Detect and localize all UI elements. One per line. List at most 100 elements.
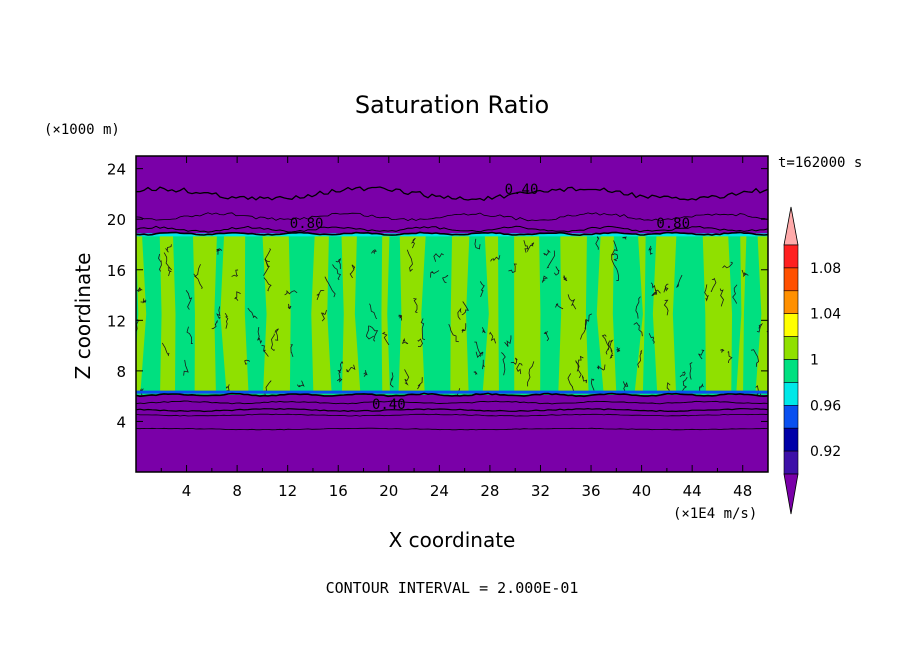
colorbar-segment [783,382,799,406]
contour-lower-2 [136,413,768,417]
noise-contour [320,309,327,322]
y-tick-label: 16 [107,262,126,280]
noise-contour [609,339,614,352]
noise-contour [336,368,343,383]
noise-contour [722,261,733,269]
contour-0-40-upper [136,186,768,202]
noise-contour [727,350,733,363]
noise-contour [366,325,375,340]
noise-contour [581,375,588,384]
noise-contour [635,296,641,319]
cloud-stripe [381,234,390,394]
noise-contour [611,258,619,281]
cloud-stripe [634,234,646,394]
noise-contour [363,369,368,377]
noise-contour [710,277,717,293]
noise-contour [165,244,172,253]
noise-contour [398,314,403,321]
chart-title: Saturation Ratio [355,91,549,119]
colorbar-segment [783,313,799,337]
colorbar-segment [783,427,799,452]
noise-contour [720,348,725,353]
noise-contour [461,323,467,333]
cloud-stripe [558,234,589,394]
noise-contour [167,267,172,277]
noise-contour [183,359,189,376]
x-tick-label: 8 [232,482,242,500]
cloud-base-fringe [136,390,768,394]
noise-contour [590,378,595,391]
noise-contour [371,249,377,255]
noise-contour [489,331,496,344]
x-tick-label: 4 [182,482,192,500]
noise-contour [324,276,336,298]
noise-contour [247,307,258,319]
noise-contour [501,352,506,376]
noise-contour [666,382,671,392]
colorbar-segment [783,450,799,475]
x-axis-label: X coordinate [389,528,516,552]
x-tick-label: 16 [329,482,348,500]
noise-contour [457,307,462,320]
noise-contour [257,327,263,344]
cloud-stripe [514,234,541,394]
noise-contour [430,270,440,278]
noise-contour [417,377,423,390]
colorbar-segment [783,244,799,269]
noise-contour [611,240,618,260]
cloud-stripe [220,234,249,394]
noise-contour [580,319,587,340]
colorbar-segment [783,336,799,360]
time-label: t=162000 s [778,155,862,171]
noise-contour [523,240,529,253]
noise-contour [576,355,584,372]
plot-frame [135,155,769,473]
noise-contour [287,303,292,310]
colorbar-label: 0.92 [810,444,841,460]
noise-contour [741,269,749,278]
noise-contour [346,364,356,373]
noise-contour [622,381,629,394]
noise-contour [543,330,550,342]
dry-lower-region [136,395,768,472]
noise-contour [140,298,147,304]
colorbar-max-arrow [783,206,799,246]
noise-contour [234,291,241,301]
contour-lower-1 [136,400,768,405]
noise-contour [389,372,394,388]
noise-contour [481,327,486,334]
noise-contour [263,277,272,292]
y-tick-label: 4 [116,413,126,431]
noise-contour [637,349,643,368]
cloud-stripe [398,234,426,394]
noise-contour [612,253,618,262]
colorbar-label: 1 [810,353,819,369]
contour-interval-note: CONTOUR INTERVAL = 2.000E-01 [326,579,579,597]
noise-contour [296,380,305,388]
cloud-stripe [482,234,499,394]
contour-lines [136,186,768,431]
contour-label: 0.40 [505,182,539,198]
noise-contour [479,281,485,298]
contour-label: 0.80 [656,216,690,232]
noise-contour [601,334,610,351]
y-tick-label: 12 [107,312,126,330]
noise-contour [369,325,379,342]
cloud-stripe [755,234,768,394]
y-axis-ticks: 4 8 12 16 20 24 [107,161,768,431]
noise-contour [186,326,193,345]
plot-area [136,156,768,472]
noise-contour [596,364,606,371]
noise-contour [563,274,568,282]
noise-contour [541,275,548,283]
cloud-stripe [159,234,176,394]
x-tick-label: 28 [480,482,499,500]
noise-contour [161,342,170,357]
noise-contour [615,346,621,353]
noise-contour [698,349,705,360]
colorbar-label: 1.04 [810,307,841,323]
noise-contour [575,360,582,379]
x-tick-label: 24 [430,482,449,500]
cloud-stripe [702,234,733,394]
noise-contour [216,248,223,255]
